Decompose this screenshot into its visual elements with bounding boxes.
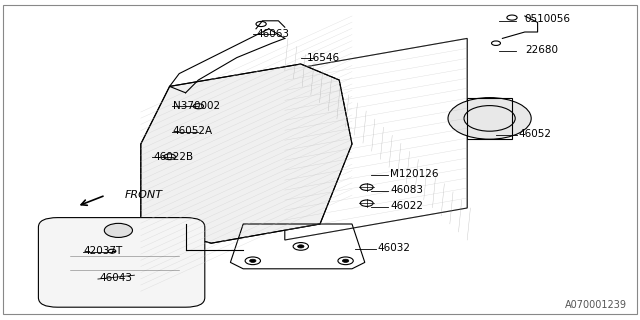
Text: N370002: N370002	[173, 100, 220, 111]
Text: 22680: 22680	[525, 44, 558, 55]
Circle shape	[448, 98, 531, 139]
Text: 46032: 46032	[378, 243, 411, 253]
Text: 46052A: 46052A	[173, 126, 213, 136]
Text: 46083: 46083	[390, 185, 424, 196]
Text: 0510056: 0510056	[525, 14, 571, 24]
Circle shape	[298, 245, 304, 248]
Circle shape	[342, 259, 349, 262]
Text: 46063: 46063	[256, 28, 289, 39]
Text: M120126: M120126	[390, 169, 439, 180]
Circle shape	[250, 259, 256, 262]
Text: A070001239: A070001239	[565, 300, 627, 310]
Text: 46022: 46022	[390, 201, 424, 212]
Text: 46052: 46052	[518, 129, 552, 140]
Circle shape	[104, 223, 132, 237]
Text: 46022B: 46022B	[154, 152, 194, 162]
Text: 16546: 16546	[307, 52, 340, 63]
Text: FRONT: FRONT	[125, 190, 163, 200]
Text: 42037T: 42037T	[83, 246, 122, 256]
Text: 46043: 46043	[99, 273, 132, 284]
Polygon shape	[141, 64, 352, 243]
FancyBboxPatch shape	[38, 218, 205, 307]
